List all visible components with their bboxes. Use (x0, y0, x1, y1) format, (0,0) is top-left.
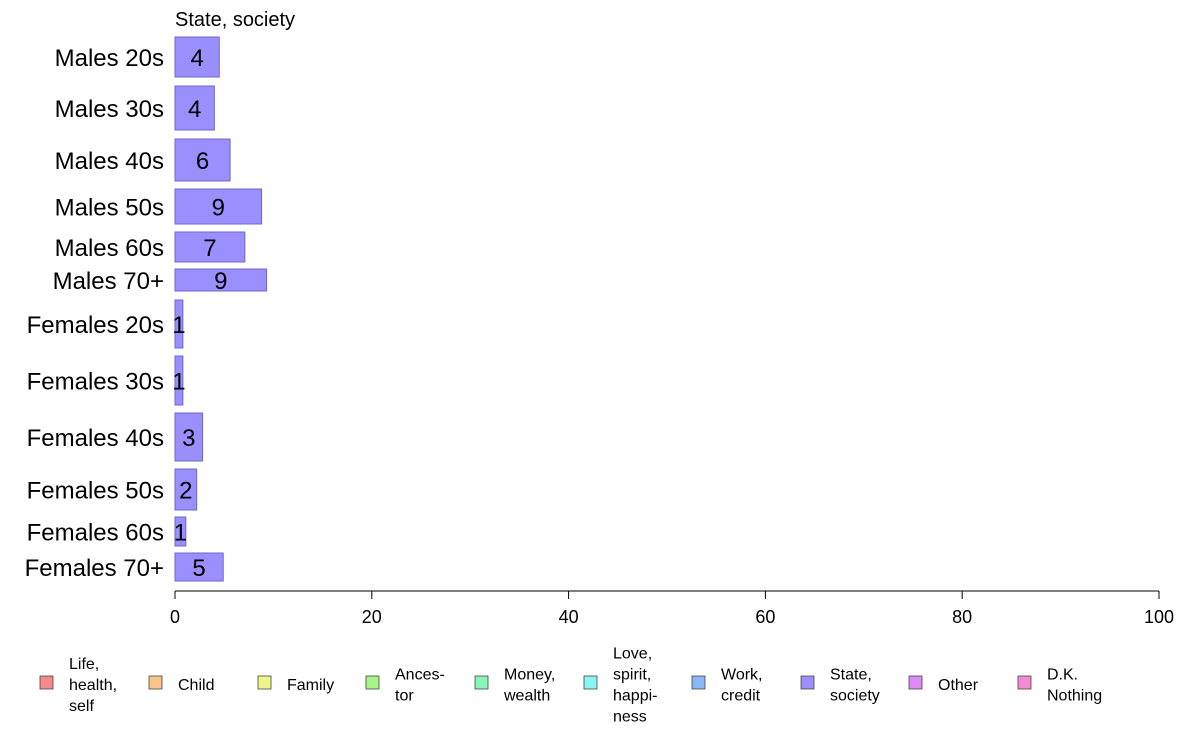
bar-value-label: 4 (190, 45, 203, 72)
legend-swatch (583, 675, 598, 690)
bar (174, 188, 263, 225)
legend-label: Life, (69, 656, 99, 673)
bar (174, 268, 268, 292)
x-tick-label: 100 (1144, 607, 1174, 627)
bar (174, 138, 231, 182)
category-label: Males 40s (55, 148, 164, 175)
category-label: Females 70+ (25, 555, 164, 582)
category-label: Females 30s (27, 369, 164, 396)
category-label: Males 50s (55, 195, 164, 222)
bar (174, 468, 198, 511)
x-tick-label: 60 (755, 607, 775, 627)
category-label: Females 40s (27, 425, 164, 452)
legend-label: happi- (613, 688, 657, 705)
legend-label: self (69, 698, 94, 715)
legend-label: credit (721, 688, 761, 705)
category-label: Females 20s (27, 312, 164, 339)
bar (174, 552, 224, 582)
x-tick-label: 20 (362, 607, 382, 627)
legend-label: State, (830, 667, 872, 684)
legend-label: Ances- (395, 667, 445, 684)
legend-label: D.K. (1047, 667, 1078, 684)
x-tick-label: 0 (170, 607, 180, 627)
bar-value-label: 9 (212, 195, 225, 222)
legend-label: wealth (503, 688, 550, 705)
bar (174, 231, 246, 263)
panel-title: State, society (175, 9, 295, 31)
category-label: Males 20s (55, 45, 164, 72)
legend: Life, health, self Child Family Ances-tor Mone… (39, 646, 1102, 726)
bar (174, 299, 184, 349)
legend-label: Work, (721, 667, 762, 684)
legend-label: Family (287, 677, 334, 694)
legend-swatch (800, 675, 815, 690)
legend-label: Money, (504, 667, 555, 684)
bar-value-label: 5 (192, 555, 205, 582)
legend-label: health, (69, 677, 117, 694)
bar-value-label: 1 (172, 312, 185, 339)
legend-label: Child (178, 677, 214, 694)
category-label: Males 60s (55, 235, 164, 262)
bar-value-label: 3 (182, 425, 195, 452)
legend-swatch (908, 675, 923, 690)
category-label: Females 60s (27, 520, 164, 547)
legend-swatch (148, 675, 163, 690)
legend-label: Love, (613, 646, 652, 663)
legend-label: Nothing (1047, 688, 1102, 705)
x-axis: 0 20 40 60 80 100 (170, 590, 1174, 627)
legend-label: tor (395, 688, 414, 705)
bar (174, 85, 215, 131)
bar (174, 36, 220, 78)
legend-swatch (691, 675, 706, 690)
bar (174, 355, 184, 406)
bar-value-label: 1 (174, 520, 187, 547)
category-label: Males 30s (55, 96, 164, 123)
bar-value-label: 6 (196, 148, 209, 175)
legend-label: Other (938, 677, 979, 694)
x-tick-label: 80 (952, 607, 972, 627)
legend-swatch (474, 675, 489, 690)
legend-label: ness (613, 709, 647, 726)
bar-value-label: 2 (179, 478, 192, 505)
bars-group: Males 20s 4 Males 30s 4 Males 40s 6 Males 50s 9… (25, 36, 268, 582)
legend-swatch (365, 675, 380, 690)
bar-value-label: 7 (203, 235, 216, 262)
legend-label: society (830, 688, 880, 705)
bar-value-label: 4 (188, 96, 201, 123)
bar-value-label: 1 (172, 369, 185, 396)
legend-label: spirit, (613, 667, 651, 684)
legend-swatch (257, 675, 272, 690)
legend-swatch (39, 675, 54, 690)
category-label: Males 70+ (53, 268, 164, 295)
bar (174, 516, 187, 547)
bar-value-label: 9 (214, 268, 227, 295)
category-label: Females 50s (27, 478, 164, 505)
bar (174, 412, 204, 462)
legend-swatch (1017, 675, 1032, 690)
x-tick-label: 40 (559, 607, 579, 627)
